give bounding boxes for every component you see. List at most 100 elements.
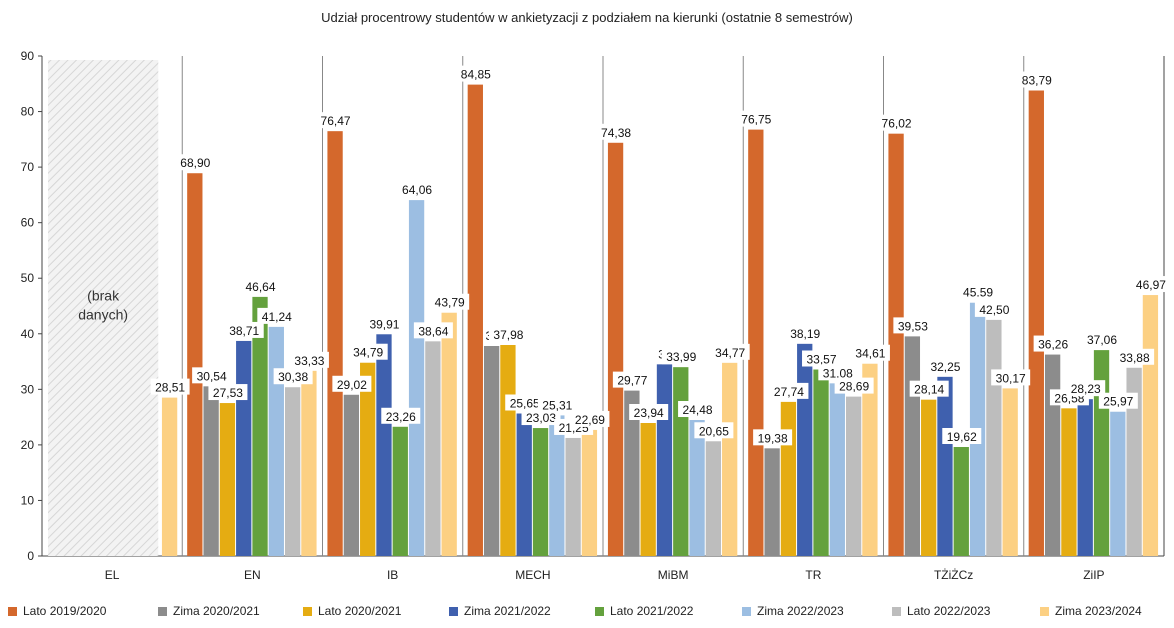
data-label: 46,64 [246, 280, 276, 294]
y-tick-label: 60 [21, 216, 35, 230]
data-label: 37,98 [493, 328, 523, 342]
data-label: 28,23 [1071, 382, 1101, 396]
data-label: 28,69 [839, 380, 869, 394]
data-label-bg [332, 375, 372, 392]
bar [937, 376, 953, 556]
bar [187, 173, 203, 556]
no-data-area [48, 60, 159, 556]
data-label: 24,48 [683, 403, 713, 417]
data-label-bg [397, 181, 437, 198]
legend-item: Lato 2021/2022 [595, 604, 693, 618]
data-label-bg [661, 348, 701, 365]
legend-swatch [8, 606, 17, 616]
legend-swatch [303, 606, 312, 616]
y-tick-label: 40 [21, 327, 35, 341]
data-label-bg [1131, 276, 1171, 293]
bar [986, 319, 1002, 556]
data-label-bg [694, 422, 734, 439]
bar [343, 394, 360, 556]
data-label-bg [488, 326, 528, 342]
bar [565, 437, 581, 556]
bar [722, 362, 738, 556]
data-label-bg [505, 394, 545, 411]
bar [301, 370, 317, 556]
data-label-bg [818, 364, 858, 381]
bar [904, 336, 921, 556]
data-label-bg [736, 110, 776, 127]
bar [408, 200, 425, 556]
data-label-bg [289, 351, 329, 368]
bar [1044, 354, 1061, 556]
data-label-bg [521, 409, 561, 426]
y-tick-label: 10 [21, 493, 35, 507]
legend-label: Lato 2020/2021 [318, 604, 402, 618]
data-label-bg [753, 429, 793, 446]
data-label: 30,17 [996, 371, 1026, 385]
bar [392, 426, 408, 556]
legend-item: Zima 2023/2024 [1040, 604, 1142, 618]
data-label-bg [456, 65, 496, 82]
data-label: 30,38 [278, 370, 308, 384]
y-tick-label: 70 [21, 160, 35, 174]
legend-item: Zima 2022/2023 [742, 604, 844, 618]
data-label: 83,79 [1022, 74, 1052, 88]
data-label-bg [537, 396, 577, 413]
data-label-bg [942, 428, 982, 444]
bar [829, 383, 845, 556]
chart-title: Udział procentrowy studentów w ankietyza… [321, 10, 853, 25]
data-label: 76,75 [741, 113, 771, 127]
data-label: 84,85 [461, 68, 491, 82]
data-label: 34,79 [353, 346, 383, 360]
bar [673, 367, 689, 556]
data-label: 34,77 [715, 346, 745, 360]
bar [1061, 408, 1077, 556]
bar [1142, 295, 1159, 556]
data-label: 76,47 [321, 114, 351, 128]
data-label-bg [850, 344, 890, 361]
bar [921, 399, 937, 556]
data-label-bg [893, 317, 933, 334]
legend-label: Lato 2021/2022 [610, 604, 694, 618]
legend-item: Zima 2020/2021 [158, 604, 260, 618]
bar [1077, 399, 1093, 556]
data-label-bg [257, 307, 297, 324]
axis-layer: 0 10 20 30 40 50 60 70 80 90 EL EN IB MECH MiBM TR TŻiŻC… [21, 49, 1165, 582]
bar [1028, 90, 1044, 556]
data-label-bg [834, 377, 874, 394]
legend-label: Zima 2023/2024 [1055, 604, 1142, 618]
bar [845, 396, 862, 556]
data-label-bg [224, 321, 264, 338]
data-label-bg [769, 382, 809, 399]
legend-item: Lato 2019/2020 [8, 604, 106, 618]
data-label-bg [1098, 392, 1138, 409]
legend-swatch [595, 606, 604, 616]
data-label: 42,50 [979, 303, 1009, 317]
data-label: 45.59 [963, 286, 993, 300]
legend-label: Zima 2020/2021 [173, 604, 260, 618]
data-label-bg [413, 322, 453, 339]
legend-swatch [449, 606, 458, 616]
bar [607, 142, 624, 556]
data-label: 19,38 [758, 431, 788, 445]
y-tick-label: 30 [21, 382, 35, 396]
bar [764, 448, 780, 556]
data-label: 37,06 [1087, 333, 1117, 347]
data-label: 27,74 [774, 385, 804, 399]
data-label: 25,97 [1103, 395, 1133, 409]
data-label-bg [1017, 71, 1057, 88]
data-label-bg [678, 401, 718, 417]
data-label-bg [785, 324, 825, 341]
no-data-label-line1: (brak [87, 287, 120, 303]
data-label: 23,94 [634, 406, 664, 420]
bar [862, 363, 878, 556]
data-label-bg [596, 123, 636, 140]
legend-label: Lato 2019/2020 [23, 604, 107, 618]
y-tick-label: 0 [27, 549, 34, 563]
data-labels-layer: (brak danych) 68,90 76,47 84,85 74,38 76,75 76,… [78, 65, 1171, 446]
data-label-bg [316, 112, 356, 129]
data-label: 64,06 [402, 183, 432, 197]
legend-label: Zima 2021/2022 [464, 604, 551, 618]
data-label-bg [570, 410, 610, 427]
legend: Lato 2019/2020 Zima 2020/2021 Lato 2020/20… [0, 604, 1174, 624]
bar [813, 369, 829, 556]
